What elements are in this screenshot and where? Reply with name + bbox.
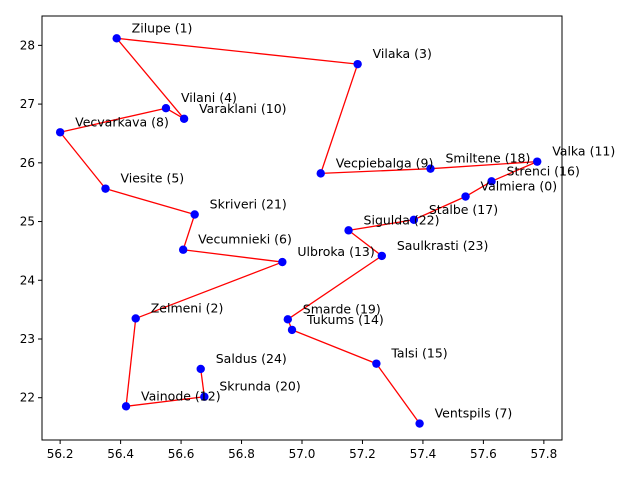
point-label: Vilani (4): [181, 90, 237, 105]
route-segment: [375, 363, 421, 424]
point-label: Vilaka (3): [373, 46, 432, 61]
point-label: Ventspils (7): [435, 406, 513, 421]
point-label: Strenci (16): [507, 163, 580, 178]
route-segment: [287, 255, 383, 320]
point-label: Vecumnieki (6): [198, 232, 292, 247]
data-point: [426, 164, 435, 173]
route-segment: [59, 131, 106, 190]
data-point: [461, 192, 470, 201]
route-segment: [135, 261, 283, 320]
route-segment: [183, 249, 283, 263]
point-label: Sigulda (22): [364, 212, 440, 227]
route-segment: [430, 160, 538, 170]
point-label: Ulbroka (13): [297, 244, 374, 259]
point-label: Skriveri (21): [210, 196, 287, 211]
route-segment: [105, 188, 195, 216]
x-tick-label: 56.8: [228, 447, 255, 461]
y-tick-label: 27: [20, 97, 35, 111]
y-axis-ticks: 22 23 24 25 26 27 28: [20, 38, 42, 405]
data-point: [344, 226, 353, 235]
x-tick-label: 56.4: [107, 447, 134, 461]
x-tick-label: 57.2: [349, 447, 376, 461]
data-point: [372, 359, 381, 368]
data-point: [287, 325, 297, 335]
route-segment: [348, 219, 414, 231]
x-tick-label: 56.6: [168, 447, 195, 461]
point-label: Vecvarkava (8): [75, 114, 169, 129]
point-label: Valka (11): [552, 144, 615, 159]
data-point: [200, 392, 209, 401]
data-point: [161, 103, 171, 113]
data-point: [316, 169, 325, 178]
point-label: Smiltene (18): [445, 151, 530, 166]
point-label: Saulkrasti (23): [397, 238, 489, 253]
x-tick-label: 56.2: [47, 447, 74, 461]
point-label: Talsi (15): [390, 346, 447, 361]
route-segment: [413, 195, 466, 221]
data-point: [533, 157, 542, 166]
point-label: Smarde (19): [303, 301, 381, 316]
point-label: Vainode (12): [141, 388, 221, 403]
data-point: [131, 314, 140, 323]
x-tick-label: 57.6: [470, 447, 497, 461]
point-label: Viesite (5): [120, 171, 184, 186]
route-segment: [320, 63, 359, 174]
data-point: [283, 315, 292, 324]
point-label-layer: Saldus (24) Skrunda (20)Vainode (12) Zelme…: [75, 20, 615, 420]
data-point: [55, 128, 65, 137]
route-segment: [182, 214, 196, 250]
y-tick-label: 28: [20, 38, 35, 52]
route-segment: [116, 37, 185, 120]
x-tick-label: 57.8: [531, 447, 558, 461]
route-segment: [59, 107, 167, 133]
point-label: Vecpiebalga (9): [336, 155, 434, 170]
data-point: [179, 114, 189, 123]
point-label: Tukums (14): [306, 312, 384, 327]
x-tick-label: 57.0: [289, 447, 316, 461]
data-point: [487, 177, 496, 186]
route-line-layer: [59, 37, 538, 424]
point-label: Valmiera (0): [481, 179, 558, 194]
route-segment: [291, 329, 377, 365]
route-segment: [320, 168, 431, 175]
point-label: Zelmeni (2): [151, 300, 224, 315]
route-segment: [125, 318, 137, 407]
point-label: Stalbe (17): [429, 202, 498, 217]
point-label: Saldus (24): [216, 351, 287, 366]
data-point: [190, 210, 199, 219]
data-point: [101, 184, 110, 193]
route-segment: [348, 229, 383, 257]
data-point: [377, 251, 387, 261]
route-segment: [116, 37, 358, 65]
y-tick-label: 26: [20, 156, 35, 170]
y-tick-label: 24: [20, 273, 35, 287]
y-tick-label: 23: [20, 332, 35, 346]
route-segment: [465, 180, 492, 198]
data-point: [278, 257, 287, 267]
x-tick-label: 57.4: [410, 447, 437, 461]
data-point: [196, 364, 205, 374]
y-tick-label: 25: [20, 215, 35, 229]
y-tick-label: 22: [20, 391, 35, 405]
point-label: Zilupe (1): [132, 20, 193, 35]
route-segment: [491, 161, 538, 182]
data-point: [415, 419, 424, 428]
point-label: Skrunda (20): [219, 379, 300, 394]
data-point: [409, 215, 419, 224]
data-point: [353, 59, 362, 69]
data-point: [178, 245, 188, 254]
point-label: Varaklani (10): [199, 101, 286, 116]
data-point: [121, 402, 131, 411]
route-segment: [200, 368, 205, 397]
route-segment: [125, 396, 205, 407]
marker-layer: [55, 34, 542, 428]
x-axis-ticks: 56.2 56.4 56.6 56.8 57.0 57.2 57.4 57.6 57.8: [47, 440, 557, 461]
data-point: [112, 34, 121, 43]
